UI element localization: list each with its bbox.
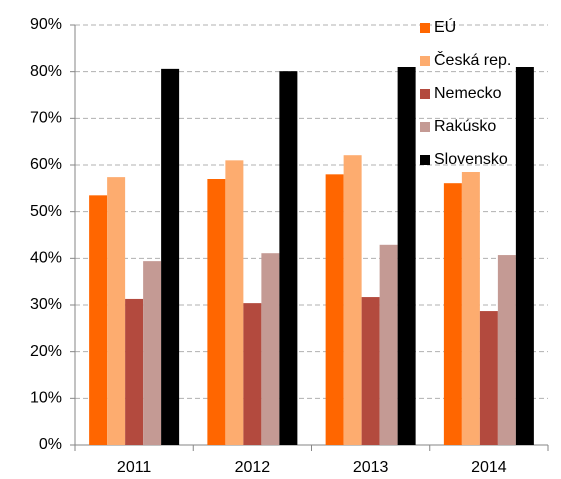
- bar: [225, 160, 244, 446]
- y-tick-label: 20%: [30, 343, 62, 360]
- bar: [461, 172, 480, 445]
- bar: [479, 311, 498, 445]
- x-tick-label: 2011: [117, 459, 152, 476]
- bar: [89, 195, 108, 445]
- x-tick-label: 2012: [235, 459, 271, 476]
- legend-swatch: [420, 122, 430, 132]
- y-tick-label: 90%: [30, 16, 62, 33]
- y-tick-label: 70%: [30, 110, 62, 127]
- bar: [107, 177, 126, 445]
- y-tick-label: 40%: [30, 250, 62, 267]
- bar: [207, 179, 226, 445]
- y-tick-label: 10%: [30, 390, 62, 407]
- y-tick-label: 30%: [30, 296, 62, 313]
- bar: [261, 253, 280, 445]
- y-tick-label: 50%: [30, 203, 62, 220]
- x-tick-label: 2013: [353, 459, 389, 476]
- y-tick-label: 0%: [39, 436, 62, 453]
- bar: [125, 298, 144, 445]
- y-tick-label: 80%: [30, 63, 62, 80]
- bar: [397, 67, 416, 445]
- legend-label: EÚ: [434, 17, 456, 36]
- legend-label: Česká rep.: [434, 50, 511, 69]
- legend-label: Nemecko: [434, 85, 502, 102]
- bar: [161, 68, 180, 445]
- bar: [143, 261, 162, 445]
- bar: [361, 297, 380, 445]
- legend-swatch: [420, 155, 430, 165]
- x-tick-label: 2014: [471, 459, 507, 476]
- legend-swatch: [420, 56, 430, 66]
- bar: [379, 244, 398, 445]
- bar: [325, 174, 344, 446]
- y-tick-label: 60%: [30, 156, 62, 173]
- legend-label: Slovensko: [434, 151, 508, 168]
- bar: [497, 255, 516, 445]
- bar: [243, 303, 262, 445]
- legend-label: Rakúsko: [434, 118, 496, 135]
- legend-swatch: [420, 89, 430, 99]
- bar: [343, 155, 362, 445]
- legend-swatch: [420, 23, 430, 33]
- bar: [443, 183, 462, 445]
- bar: [279, 71, 298, 445]
- bar: [515, 67, 534, 445]
